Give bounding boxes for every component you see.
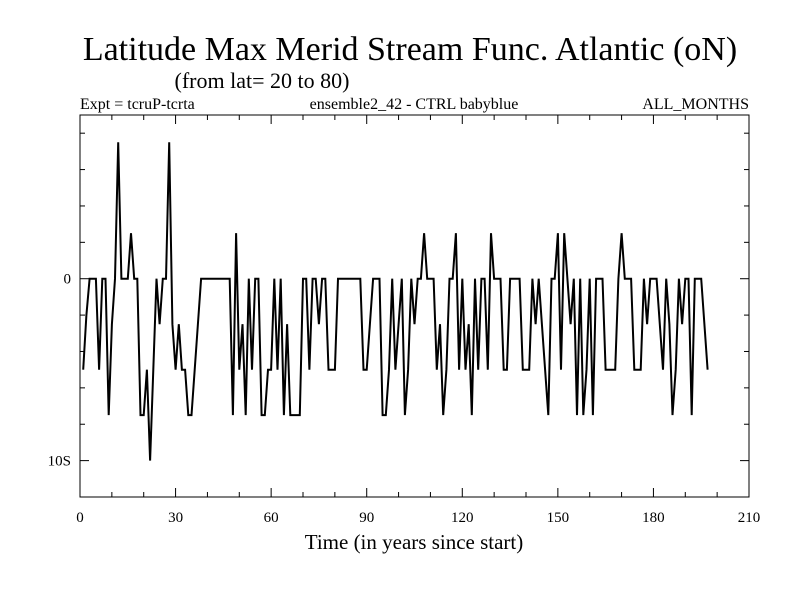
x-tick-label: 0: [76, 510, 84, 526]
y-tick-label: 0: [64, 272, 72, 288]
axis-ticks: [79, 115, 750, 498]
experiment-label: Expt = tcruP-tcrta: [80, 96, 195, 113]
x-tick-label: 90: [359, 510, 374, 526]
x-tick-labels: 0 30 60 90 120 150 180 210: [76, 510, 760, 526]
plot-frame: [79, 114, 750, 498]
ensemble-label: ensemble2_42 - CTRL babyblue: [310, 96, 519, 113]
x-tick-label: 180: [642, 510, 665, 526]
x-tick-label: 150: [547, 510, 570, 526]
series-line: [82, 142, 709, 461]
x-tick-label: 60: [264, 510, 279, 526]
x-tick-label: 210: [738, 510, 761, 526]
x-axis-label: Time (in years since start): [305, 530, 524, 554]
months-label: ALL_MONTHS: [642, 96, 749, 113]
x-tick-label: 30: [168, 510, 183, 526]
chart-subtitle: (from lat= 20 to 80): [175, 68, 350, 93]
chart-title: Latitude Max Merid Stream Func. Atlantic…: [83, 31, 737, 68]
y-tick-labels: 0 10S: [48, 272, 71, 470]
x-tick-label: 120: [451, 510, 474, 526]
y-tick-label: 10S: [48, 454, 71, 470]
